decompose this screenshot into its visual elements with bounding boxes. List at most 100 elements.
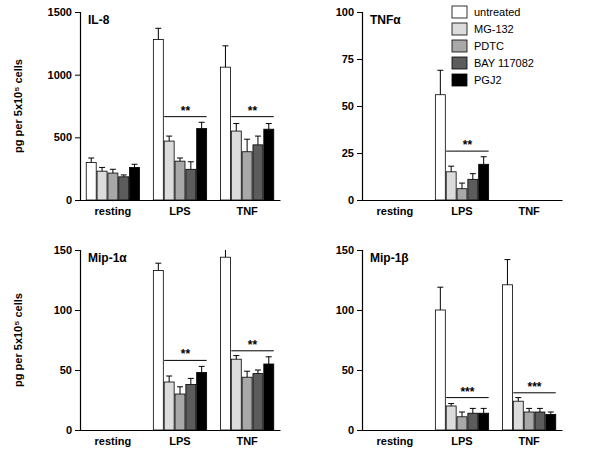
- y-tick: 1500: [48, 6, 80, 18]
- error-cap: [515, 397, 521, 398]
- error-stem: [158, 28, 159, 39]
- error-cap: [244, 139, 250, 140]
- error-cap: [548, 412, 554, 413]
- significance-label: **: [463, 138, 473, 152]
- error-cap: [132, 164, 138, 165]
- y-tick-label: 100: [54, 304, 72, 316]
- error-cap: [155, 28, 161, 29]
- x-tick: LPS: [169, 200, 190, 217]
- error-stem: [539, 408, 540, 412]
- error-bar: [266, 124, 272, 130]
- legend-entry: BAY 117082: [452, 57, 534, 69]
- significance-label: **: [248, 104, 258, 118]
- error-cap: [470, 408, 476, 409]
- bar: [231, 359, 241, 430]
- y-tick-label: 0: [348, 424, 354, 436]
- error-stem: [236, 124, 237, 132]
- y-tick-mark: [357, 59, 362, 60]
- error-cap: [537, 408, 543, 409]
- plot-area: [153, 250, 273, 430]
- bar: [175, 394, 185, 430]
- bar: [535, 412, 545, 430]
- y-tick: 50: [342, 364, 362, 376]
- panel: 050100150restingLPSTNF****Mip-1αpg per 5…: [12, 242, 281, 447]
- error-bar: [481, 157, 487, 165]
- bar: [153, 270, 163, 430]
- x-tick-label: resting: [377, 435, 414, 447]
- legend-swatch: [452, 40, 467, 52]
- significance-label: ***: [528, 380, 542, 394]
- error-stem: [483, 157, 484, 165]
- bar: [446, 406, 456, 430]
- error-bar: [459, 412, 465, 417]
- error-stem: [247, 371, 248, 377]
- bar: [197, 129, 207, 200]
- plot-area: [435, 260, 555, 430]
- bar: [220, 257, 230, 430]
- error-bar: [199, 366, 205, 372]
- x-tick-label: LPS: [451, 435, 472, 447]
- y-tick-mark: [75, 75, 80, 76]
- error-stem: [91, 158, 92, 162]
- error-cap: [266, 123, 272, 124]
- error-bar: [99, 167, 105, 171]
- bar: [86, 162, 96, 200]
- x-tick-label: LPS: [169, 205, 190, 217]
- error-bar: [459, 183, 465, 189]
- bar: [457, 189, 467, 200]
- legend-swatch: [452, 74, 467, 86]
- x-tick-label: TNF: [518, 205, 540, 217]
- y-tick-mark: [357, 153, 362, 154]
- figure: 050010001500restingLPSTNF****IL-8pg per …: [0, 0, 612, 458]
- y-tick-label: 100: [336, 6, 354, 18]
- error-stem: [483, 408, 484, 413]
- error-bar: [222, 250, 228, 257]
- y-tick-mark: [357, 430, 362, 431]
- legend-label: PDTC: [474, 40, 504, 52]
- x-tick: TNF: [518, 430, 540, 447]
- x-tick-label: TNF: [236, 205, 258, 217]
- error-cap: [233, 355, 239, 356]
- error-bar: [121, 175, 127, 177]
- y-axis-line: [75, 13, 81, 201]
- error-bar: [548, 412, 554, 414]
- y-tick-label: 1000: [48, 69, 72, 81]
- error-cap: [470, 173, 476, 174]
- y-tick: 0: [66, 194, 80, 206]
- error-cap: [166, 376, 172, 377]
- error-bar: [470, 408, 476, 413]
- bar: [242, 377, 252, 430]
- y-tick: 50: [342, 100, 362, 112]
- error-bar: [155, 263, 161, 270]
- x-tick-label: TNF: [236, 435, 258, 447]
- x-axis-line: [81, 200, 281, 201]
- bar: [197, 372, 207, 430]
- error-bar: [437, 287, 443, 310]
- legend-entry: untreated: [452, 6, 520, 18]
- y-tick-label: 100: [336, 304, 354, 316]
- error-cap: [448, 166, 454, 167]
- error-stem: [169, 136, 170, 141]
- y-axis-title: pg per 5x10⁵ cells: [12, 293, 24, 387]
- bar: [264, 364, 274, 430]
- error-bar: [515, 398, 521, 402]
- error-stem: [462, 183, 463, 189]
- plot-area: [435, 70, 488, 200]
- bar: [175, 161, 185, 200]
- y-tick-label: 50: [60, 364, 72, 376]
- y-tick-label: 50: [342, 100, 354, 112]
- x-tick: TNF: [518, 200, 540, 217]
- x-tick: resting: [377, 200, 414, 217]
- y-tick-mark: [75, 12, 80, 13]
- error-bar: [110, 169, 116, 173]
- error-bar: [233, 124, 239, 132]
- error-cap: [99, 167, 105, 168]
- error-stem: [257, 370, 258, 374]
- error-bar: [233, 356, 239, 360]
- error-cap: [188, 378, 194, 379]
- bar: [457, 417, 467, 430]
- x-tick-label: LPS: [451, 205, 472, 217]
- y-tick-mark: [75, 430, 80, 431]
- error-cap: [459, 183, 465, 184]
- error-stem: [225, 46, 226, 67]
